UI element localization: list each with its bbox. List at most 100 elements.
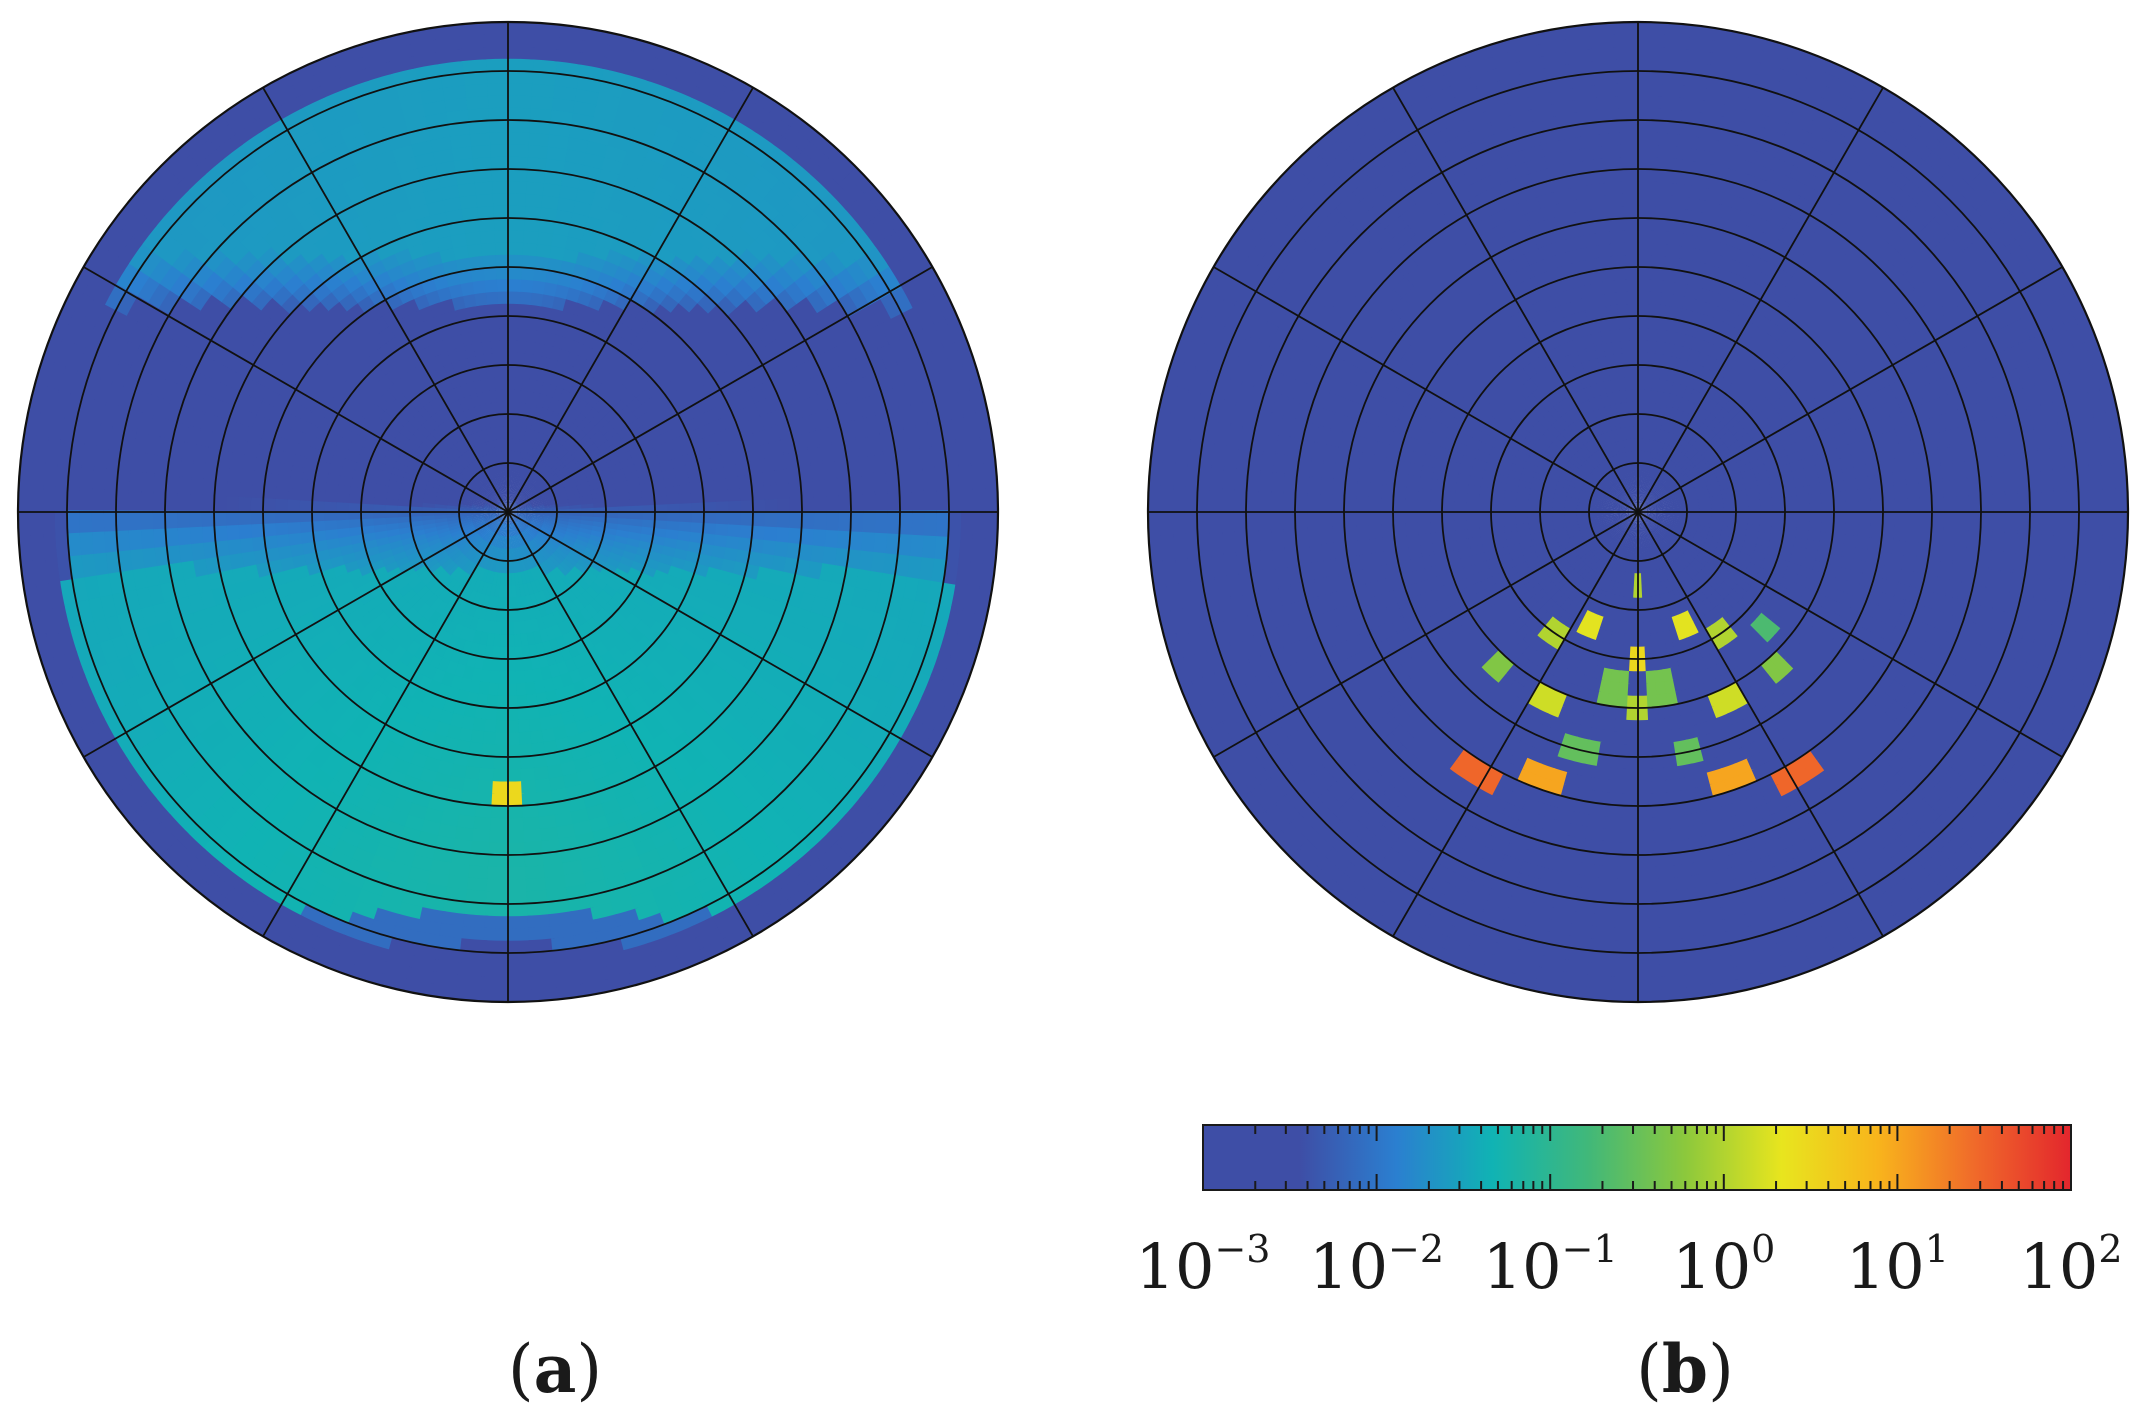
- heatmap-cell: [454, 478, 468, 488]
- heatmap-cell: [567, 408, 581, 424]
- heatmap-cell: [642, 511, 656, 521]
- heatmap-cell: [520, 507, 533, 511]
- heatmap-cell: [516, 534, 524, 547]
- heatmap-cell: [565, 530, 579, 539]
- heatmap-cell: [425, 433, 439, 447]
- heatmap-cell: [500, 487, 505, 501]
- heatmap-cell: [348, 502, 362, 513]
- heatmap-cell: [477, 416, 487, 431]
- heatmap-cell: [411, 560, 427, 573]
- heatmap-cell: [532, 444, 542, 458]
- heatmap-cell: [496, 475, 502, 489]
- heatmap-cell: [457, 472, 471, 484]
- heatmap-cell: [593, 576, 608, 590]
- heatmap-cell: [476, 471, 487, 484]
- heatmap-cell: [541, 614, 553, 630]
- heatmap-cell: [557, 607, 570, 622]
- heatmap-cell: [411, 411, 427, 426]
- heatmap-cell: [507, 646, 517, 660]
- heatmap-cell: [589, 560, 605, 573]
- heatmap-cell: [489, 670, 501, 684]
- heatmap-cell: [514, 572, 520, 586]
- heatmap-cell: [491, 451, 499, 465]
- heatmap-cell: [497, 683, 509, 697]
- heatmap-cell: [519, 516, 532, 523]
- heatmap-cell: [323, 501, 337, 513]
- heatmap-cell: [547, 396, 559, 412]
- heatmap-cell: [509, 548, 514, 562]
- heatmap-cell: [507, 303, 520, 317]
- heatmap-cell: [472, 475, 484, 487]
- heatmap-cell: [516, 520, 526, 531]
- heatmap-cell: [494, 450, 501, 465]
- heatmap-cell: [590, 486, 605, 495]
- heatmap-cell: [530, 354, 542, 369]
- heatmap-cell: [563, 481, 578, 491]
- heatmap-cell: [480, 528, 491, 539]
- heatmap-cell: [607, 629, 624, 647]
- heatmap-cell: [613, 443, 629, 457]
- heatmap-cell: [573, 429, 587, 443]
- heatmap-cell: [416, 585, 431, 600]
- heatmap-cell: [531, 500, 545, 506]
- heatmap-cell: [452, 480, 466, 490]
- heatmap-cell: [446, 516, 460, 522]
- heatmap-cell: [425, 593, 439, 608]
- heatmap-cell: [561, 591, 574, 606]
- heatmap-cell: [509, 462, 514, 476]
- heatmap-cell: [557, 545, 571, 556]
- heatmap-cell: [421, 507, 435, 513]
- heatmap-cell: [458, 501, 473, 507]
- heatmap-cell: [517, 518, 530, 527]
- heatmap-cell: [453, 568, 466, 583]
- heatmap-cell: [424, 484, 439, 494]
- heatmap-cell: [471, 500, 485, 506]
- heatmap-cell: [458, 454, 470, 467]
- heatmap-cell: [630, 424, 647, 440]
- heatmap-cell: [551, 552, 564, 565]
- heatmap-cell: [502, 413, 509, 427]
- heatmap-cell: [474, 458, 484, 472]
- heatmap-cell: [414, 446, 429, 459]
- heatmap-cell: [581, 515, 595, 522]
- heatmap-cell: [490, 520, 500, 531]
- heatmap-cell: [537, 406, 549, 421]
- heatmap-cell: [494, 559, 501, 574]
- heatmap-cell: [616, 523, 631, 532]
- heatmap-cell: [540, 526, 554, 535]
- heatmap-cell: [503, 425, 509, 439]
- heatmap-cell: [435, 600, 449, 616]
- heatmap-cell: [485, 544, 494, 558]
- heatmap-cell: [482, 454, 491, 468]
- heatmap-cell: [488, 519, 499, 529]
- heatmap-cell: [440, 405, 454, 420]
- heatmap-cell: [557, 388, 570, 404]
- heatmap-cell: [538, 463, 550, 476]
- heatmap-cell: [515, 521, 524, 533]
- heatmap-cell: [474, 552, 484, 566]
- heatmap-cell: [516, 413, 524, 428]
- heatmap-cell: [520, 452, 528, 466]
- heatmap-cell: [445, 468, 459, 479]
- heatmap-cell: [493, 521, 502, 534]
- heatmap-cell: [213, 495, 227, 514]
- heatmap-cell: [511, 535, 516, 549]
- heatmap-cell: [587, 362, 603, 379]
- heatmap-cell: [476, 580, 486, 595]
- heatmap-cell: [428, 472, 443, 483]
- heatmap-cell: [537, 432, 548, 447]
- heatmap-cell: [480, 340, 492, 355]
- heatmap-cell: [545, 540, 559, 552]
- heatmap-cell: [583, 441, 598, 455]
- heatmap-cell: [522, 557, 531, 571]
- heatmap-cell: [471, 504, 485, 509]
- heatmap-cell: [574, 610, 588, 626]
- heatmap-cell: [507, 425, 513, 439]
- heatmap-cell: [29, 485, 44, 514]
- heatmap-cell: [550, 583, 563, 598]
- heatmap-cell: [605, 392, 622, 409]
- heatmap-cell: [482, 415, 491, 430]
- heatmap-cell: [635, 431, 651, 446]
- heatmap-cell: [517, 451, 525, 465]
- heatmap-cell: [546, 557, 558, 570]
